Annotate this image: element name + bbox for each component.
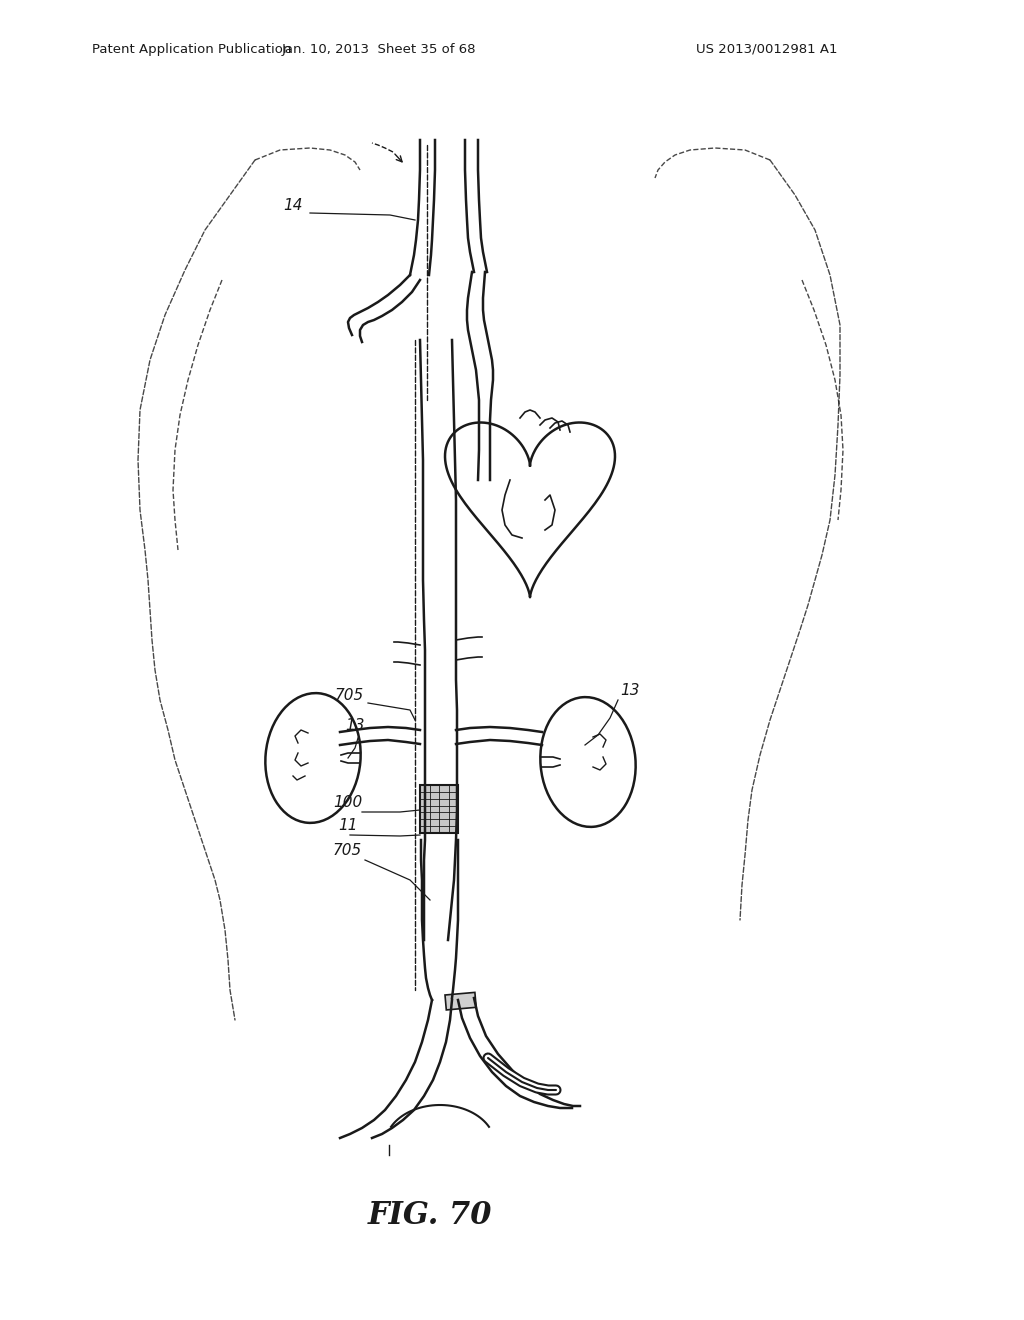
Bar <box>445 993 476 1010</box>
Text: Jan. 10, 2013  Sheet 35 of 68: Jan. 10, 2013 Sheet 35 of 68 <box>282 42 476 55</box>
Text: 13: 13 <box>345 718 365 733</box>
Text: 705: 705 <box>335 688 365 704</box>
Text: FIG. 70: FIG. 70 <box>368 1200 493 1230</box>
Text: 14: 14 <box>283 198 302 213</box>
Text: 13: 13 <box>620 682 640 698</box>
Text: 11: 11 <box>338 818 357 833</box>
Bar <box>420 785 458 833</box>
Text: 705: 705 <box>333 843 362 858</box>
Text: 100: 100 <box>333 795 362 810</box>
Text: US 2013/0012981 A1: US 2013/0012981 A1 <box>696 42 838 55</box>
Text: Patent Application Publication: Patent Application Publication <box>92 42 292 55</box>
